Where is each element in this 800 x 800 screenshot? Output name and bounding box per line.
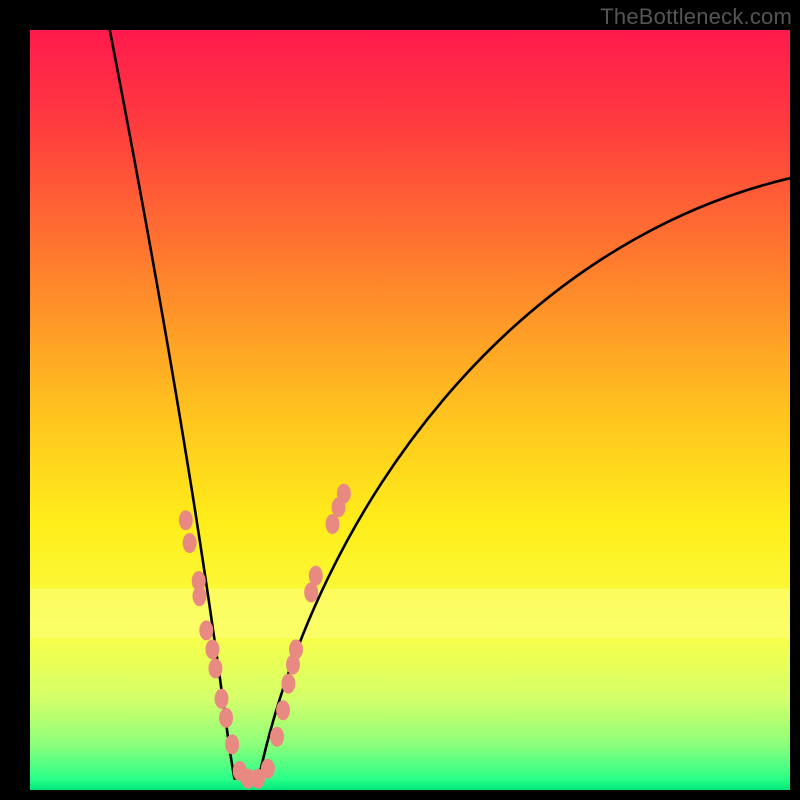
marker-point	[261, 759, 275, 779]
marker-point	[219, 708, 233, 728]
plot-background	[30, 30, 790, 790]
marker-point	[199, 620, 213, 640]
marker-point	[276, 700, 290, 720]
marker-point	[225, 734, 239, 754]
marker-point	[179, 510, 193, 530]
marker-point	[215, 689, 229, 709]
bottleneck-chart	[0, 0, 800, 800]
marker-point	[270, 727, 284, 747]
marker-point	[309, 566, 323, 586]
marker-point	[289, 639, 303, 659]
chart-container: TheBottleneck.com	[0, 0, 800, 800]
marker-point	[205, 639, 219, 659]
watermark-text: TheBottleneck.com	[600, 4, 792, 30]
marker-point	[337, 484, 351, 504]
marker-point	[192, 586, 206, 606]
marker-point	[281, 674, 295, 694]
highlight-band	[30, 589, 790, 638]
marker-point	[208, 658, 222, 678]
marker-point	[183, 533, 197, 553]
